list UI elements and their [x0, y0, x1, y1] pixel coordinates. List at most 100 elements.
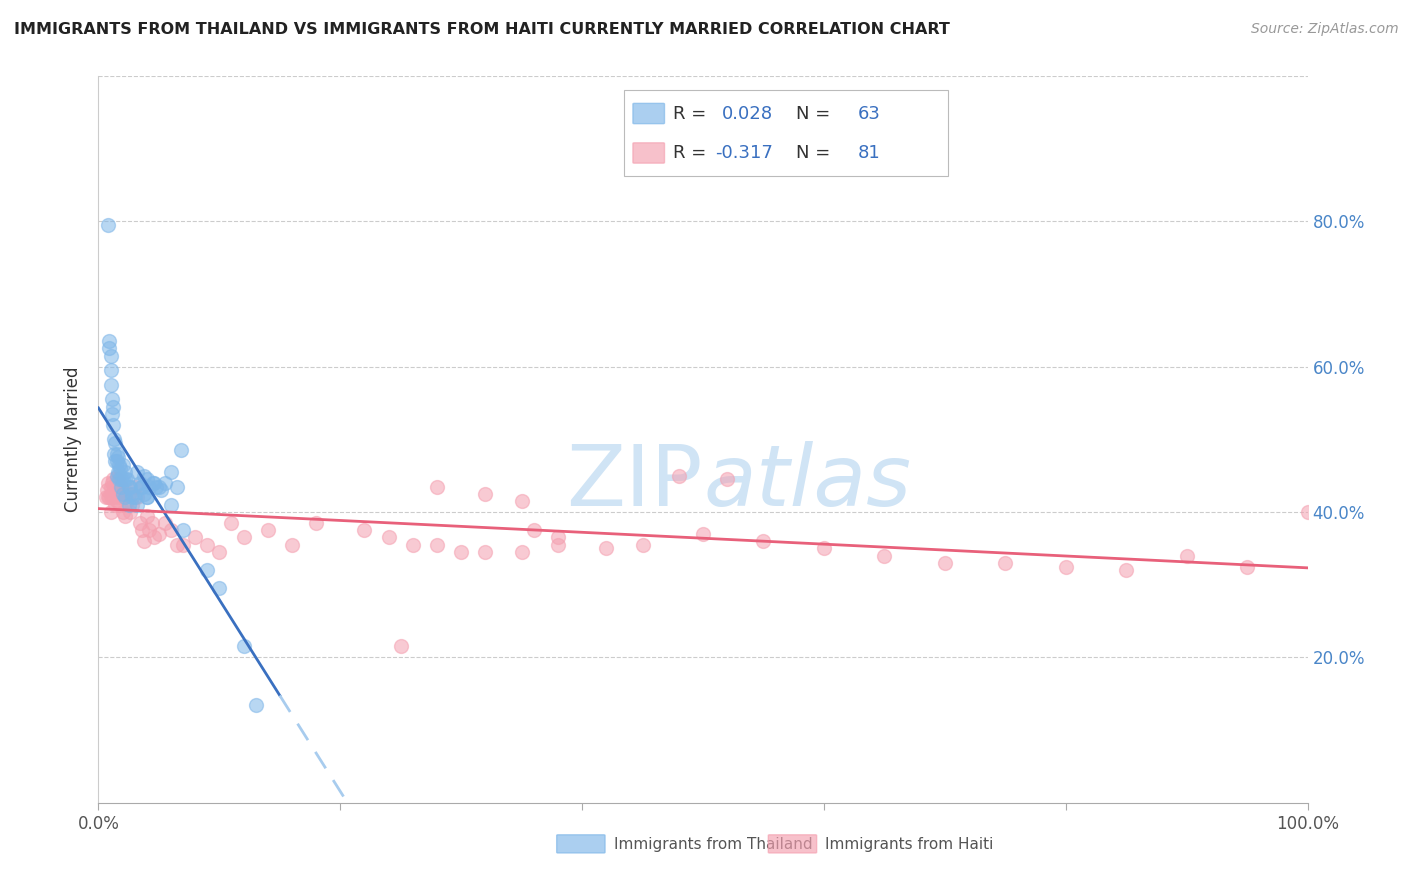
Point	[245, 698, 267, 712]
Point	[426, 538, 449, 552]
Point	[716, 472, 738, 486]
Text: -0.317: -0.317	[716, 144, 773, 162]
Point	[100, 479, 122, 493]
Point	[208, 545, 231, 559]
Point	[114, 465, 136, 479]
Point	[100, 349, 122, 363]
Point	[172, 538, 194, 552]
Point	[103, 479, 125, 493]
Point	[97, 475, 120, 490]
Point	[105, 472, 128, 486]
Point	[153, 516, 176, 530]
Point	[111, 505, 134, 519]
Point	[121, 498, 143, 512]
Text: 81: 81	[858, 144, 880, 162]
Point	[1296, 505, 1319, 519]
Point	[118, 479, 141, 493]
Point	[104, 436, 127, 450]
Point	[114, 491, 136, 505]
Point	[121, 491, 143, 505]
Point	[108, 479, 131, 493]
Point	[994, 556, 1017, 570]
Point	[1054, 559, 1077, 574]
Point	[510, 545, 533, 559]
Point	[103, 447, 125, 461]
Y-axis label: Currently Married: Currently Married	[65, 367, 83, 512]
Point	[256, 523, 278, 537]
Point	[1115, 563, 1137, 577]
Point	[474, 545, 496, 559]
Point	[118, 498, 141, 512]
Point	[107, 450, 129, 465]
Point	[135, 472, 157, 486]
Point	[108, 498, 131, 512]
Text: R =: R =	[673, 104, 711, 122]
Point	[111, 487, 134, 501]
Point	[104, 479, 127, 493]
Point	[108, 475, 131, 490]
Point	[124, 491, 146, 505]
Text: Immigrants from Thailand: Immigrants from Thailand	[613, 837, 813, 852]
Point	[752, 534, 775, 549]
Point	[142, 475, 165, 490]
Point	[873, 549, 896, 563]
Point	[281, 538, 304, 552]
Point	[96, 483, 118, 498]
Point	[135, 508, 157, 523]
Point	[221, 516, 243, 530]
Point	[118, 479, 141, 493]
FancyBboxPatch shape	[633, 143, 665, 163]
Point	[523, 523, 546, 537]
Point	[114, 472, 136, 486]
Point	[195, 563, 218, 577]
Point	[166, 538, 188, 552]
Point	[100, 505, 122, 519]
Point	[141, 516, 163, 530]
Point	[160, 523, 183, 537]
Point	[111, 458, 134, 472]
FancyBboxPatch shape	[624, 90, 949, 176]
Point	[108, 472, 131, 486]
Point	[169, 443, 191, 458]
Point	[138, 479, 160, 493]
Point	[595, 541, 617, 556]
Point	[94, 491, 117, 505]
Point	[98, 491, 121, 505]
Point	[145, 479, 167, 493]
Point	[232, 640, 254, 654]
Point	[143, 531, 166, 545]
Point	[547, 538, 569, 552]
Point	[160, 498, 183, 512]
Point	[426, 479, 449, 493]
Point	[101, 417, 124, 432]
Text: ZIP: ZIP	[567, 442, 703, 524]
Point	[172, 523, 194, 537]
Point	[138, 523, 160, 537]
Point	[692, 526, 714, 541]
Point	[107, 465, 129, 479]
Point	[148, 479, 170, 493]
FancyBboxPatch shape	[557, 835, 605, 853]
Point	[184, 531, 207, 545]
Point	[118, 505, 141, 519]
Point	[114, 487, 136, 501]
Point	[668, 468, 690, 483]
Point	[101, 491, 124, 505]
Point	[160, 465, 183, 479]
Point	[105, 454, 128, 468]
Point	[100, 475, 122, 490]
Text: R =: R =	[673, 144, 711, 162]
Point	[105, 447, 128, 461]
Point	[131, 479, 153, 493]
Point	[101, 472, 124, 486]
Point	[208, 582, 231, 596]
Point	[101, 400, 124, 414]
Point	[97, 218, 120, 232]
Point	[143, 475, 166, 490]
Point	[107, 468, 129, 483]
Point	[631, 538, 654, 552]
Point	[98, 334, 121, 348]
Point	[135, 491, 157, 505]
Point	[105, 468, 128, 483]
Text: 0.028: 0.028	[721, 104, 773, 122]
